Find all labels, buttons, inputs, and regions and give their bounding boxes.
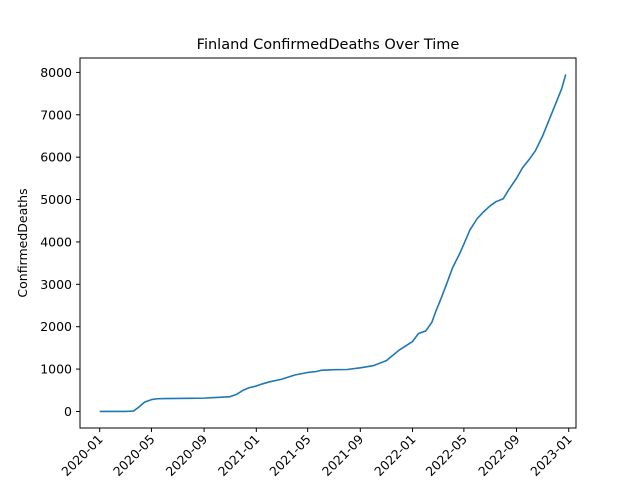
plot-area (99, 74, 567, 413)
y-tick-label: 0 (64, 404, 72, 419)
plot-frame (79, 57, 577, 429)
y-tick-label: 8000 (40, 65, 72, 80)
y-tick-label: 6000 (40, 150, 72, 165)
y-tick-label: 3000 (40, 277, 72, 292)
y-axis: 0 1000 2000 3000 4000 5000 6000 7000 8000 (40, 65, 80, 419)
chart-title: Finland ConfirmedDeaths Over Time (197, 37, 460, 53)
y-tick-label: 5000 (40, 192, 72, 207)
y-axis-label: ConfirmedDeaths (15, 188, 30, 297)
y-tick-label: 7000 (40, 107, 72, 122)
y-tick-label: 1000 (40, 362, 72, 377)
y-tick-label: 2000 (40, 319, 72, 334)
series-line (99, 74, 567, 413)
y-tick-label: 4000 (40, 234, 72, 249)
